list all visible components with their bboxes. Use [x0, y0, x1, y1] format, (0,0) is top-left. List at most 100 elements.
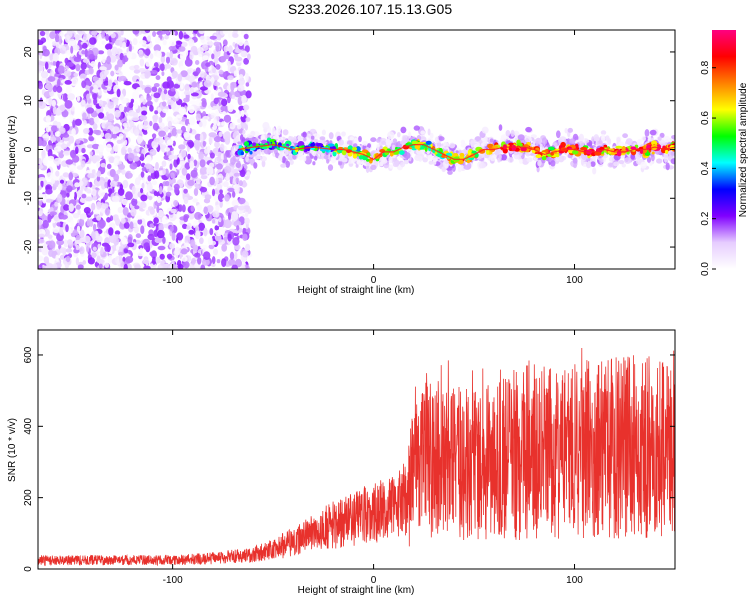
heatmap-cell — [240, 50, 248, 58]
heatmap-cell — [38, 164, 44, 169]
heatmap-cell — [226, 60, 231, 66]
heatmap-cell — [96, 201, 102, 210]
colorbar-gradient — [712, 30, 736, 269]
heatmap-cell — [223, 114, 232, 123]
heatmap-cell — [211, 256, 216, 265]
heatmap-cell — [486, 149, 490, 155]
heatmap-cell — [45, 188, 53, 195]
heatmap-cell — [77, 30, 83, 34]
heatmap-cell — [537, 159, 542, 167]
heatmap-cell — [92, 129, 100, 134]
heatmap-cell — [80, 62, 87, 70]
heatmap-cell — [98, 112, 105, 119]
heatmap-cell — [355, 146, 361, 152]
heatmap-cell — [56, 239, 65, 246]
heatmap-cell — [121, 236, 127, 245]
heatmap-cell — [89, 37, 97, 45]
heatmap-cell — [180, 70, 188, 78]
heatmap-cell — [137, 135, 142, 145]
heatmap-cell — [214, 225, 220, 231]
heatmap-cell — [127, 147, 132, 153]
heatmap-cell — [72, 229, 79, 236]
heatmap-cell — [78, 180, 84, 186]
heatmap-cell — [135, 147, 140, 153]
heatmap-cell — [427, 128, 431, 136]
heatmap-cell — [215, 110, 220, 117]
heatmap-cell — [487, 143, 494, 149]
heatmap-cell — [123, 221, 130, 229]
heatmap-cell — [45, 124, 51, 133]
heatmap-cell — [81, 50, 86, 55]
heatmap-cell — [525, 126, 532, 133]
heatmap-cell — [400, 161, 406, 168]
heatmap-cell — [202, 115, 210, 120]
heatmap-cell — [162, 81, 171, 89]
heatmap-cell — [262, 121, 270, 130]
heatmap-cell — [184, 83, 190, 92]
heatmap-cell — [234, 244, 241, 251]
heatmap-cell — [641, 136, 646, 142]
heatmap-cell — [184, 58, 193, 67]
snr-line — [38, 347, 675, 567]
heatmap-cell — [119, 104, 125, 112]
heatmap-cell — [321, 129, 326, 136]
heatmap-cell — [122, 133, 126, 141]
heatmap-cell — [153, 217, 159, 224]
heatmap-cell — [663, 153, 669, 160]
heatmap-cell — [444, 162, 449, 169]
heatmap-cell — [234, 144, 240, 150]
heatmap-cell — [510, 129, 515, 137]
heatmap-cell — [113, 173, 120, 182]
heatmap-cell — [156, 229, 165, 239]
heatmap-cell — [132, 91, 140, 100]
heatmap-cell — [131, 198, 138, 207]
heatmap-cell — [127, 152, 135, 162]
heatmap-cell — [65, 255, 71, 263]
heatmap-cell — [105, 43, 113, 50]
heatmap-cell — [179, 161, 186, 165]
heatmap-cell — [96, 215, 102, 221]
heatmap-cell — [101, 55, 106, 64]
heatmap-cell — [148, 30, 153, 37]
heatmap-cell — [149, 53, 154, 60]
heatmap-cell — [171, 127, 177, 137]
heatmap-cell — [195, 177, 201, 185]
heatmap-cell — [91, 184, 96, 190]
heatmap-cell — [164, 63, 171, 69]
heatmap-cell — [541, 156, 547, 161]
heatmap-cell — [164, 147, 171, 152]
heatmap-cell — [216, 163, 223, 170]
heatmap-cell — [359, 155, 363, 159]
heatmap-cell — [191, 257, 196, 265]
heatmap-cell — [47, 76, 56, 82]
heatmap-cell — [43, 256, 49, 264]
heatmap-cell — [74, 34, 80, 41]
heatmap-cell — [75, 244, 80, 251]
heatmap-cell — [159, 63, 165, 71]
heatmap-cell — [152, 116, 158, 123]
heatmap-cell — [664, 149, 669, 154]
heatmap-cell — [68, 172, 74, 181]
heatmap-cell — [82, 42, 88, 49]
heatmap-cell — [108, 188, 113, 194]
heatmap-cell — [55, 170, 60, 177]
heatmap-cell — [436, 153, 442, 157]
colorbar-label: Normalized spectral amplitude — [738, 82, 749, 217]
heatmap-cell — [73, 191, 77, 201]
heatmap-cell — [234, 185, 240, 194]
heatmap-cell — [169, 243, 176, 249]
heatmap-cell — [45, 30, 49, 35]
heatmap-cell — [140, 95, 145, 102]
heatmap-cell — [238, 39, 244, 47]
heatmap-cell — [193, 188, 199, 196]
heatmap-cell — [586, 161, 592, 169]
heatmap-cell — [49, 194, 57, 201]
heatmap-cell — [312, 161, 316, 166]
heatmap-cell — [99, 66, 107, 71]
heatmap-cell — [155, 75, 161, 81]
heatmap-cell — [297, 135, 302, 141]
heatmap-cell — [213, 41, 221, 47]
heatmap-cell — [65, 224, 69, 233]
heatmap-cell — [366, 143, 371, 149]
